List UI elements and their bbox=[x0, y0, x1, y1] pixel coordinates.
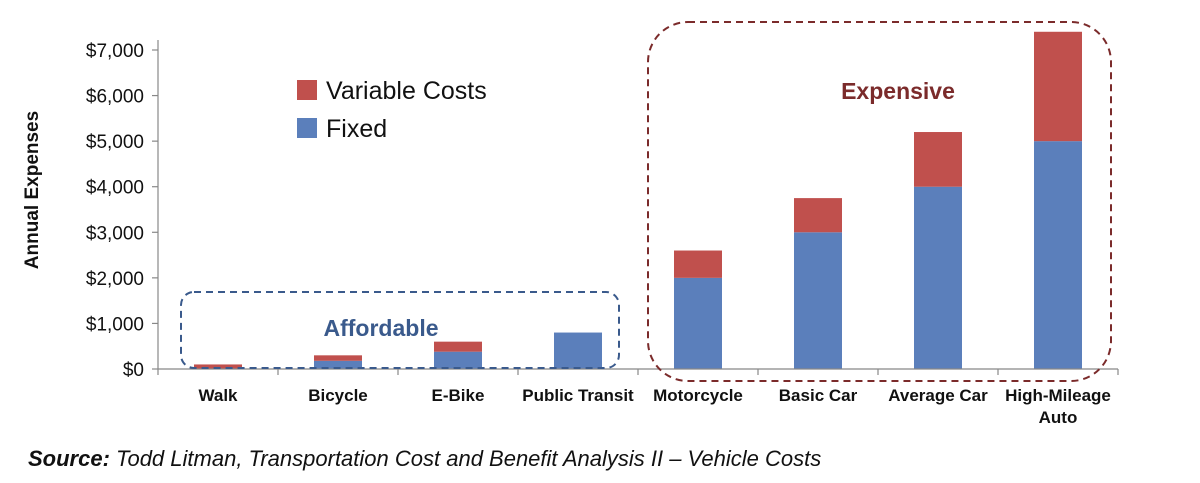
x-tick-label: Walk bbox=[198, 386, 238, 405]
legend: Variable Costs Fixed bbox=[297, 77, 487, 143]
bar-fixed bbox=[314, 360, 362, 369]
bar-fixed bbox=[1034, 141, 1082, 369]
x-tick-label: E-Bike bbox=[432, 386, 485, 405]
x-tick-label: Bicycle bbox=[308, 386, 368, 405]
bar-fixed bbox=[674, 277, 722, 369]
affordable-box bbox=[180, 291, 620, 369]
x-tick-label: High-Mileage Auto bbox=[1005, 386, 1111, 427]
bar-variable-costs bbox=[674, 250, 722, 278]
y-tick-label: $2,000 bbox=[86, 269, 144, 290]
expensive-label: Expensive bbox=[841, 78, 955, 104]
bar-fixed bbox=[914, 186, 962, 369]
x-axis: Walk Bicycle E-Bike Public Transit Motorcycl… bbox=[157, 368, 1119, 427]
y-tick-label: $0 bbox=[123, 360, 144, 381]
source-label: Source: bbox=[28, 446, 110, 471]
bar-variable-costs bbox=[914, 132, 962, 187]
y-axis-label: Annual Expenses bbox=[22, 111, 43, 269]
bar-variable-costs bbox=[434, 341, 482, 352]
y-tick-label: $1,000 bbox=[86, 314, 144, 335]
legend-label: Fixed bbox=[326, 115, 387, 143]
bar-fixed bbox=[434, 351, 482, 369]
y-tick-label: $5,000 bbox=[86, 132, 144, 153]
y-tick-label: $6,000 bbox=[86, 87, 144, 108]
y-tick-label: $7,000 bbox=[86, 41, 144, 62]
bar-variable-costs bbox=[314, 355, 362, 361]
x-tick-label: Public Transit bbox=[522, 386, 634, 405]
bar-fixed bbox=[554, 332, 602, 369]
stacked-bar-chart: $0 $1,000 $2,000 $3,000 $4,000 $5,000 $6,000 $7… bbox=[22, 21, 1119, 427]
affordable-label: Affordable bbox=[324, 315, 439, 341]
bar-variable-costs bbox=[194, 364, 242, 369]
bar-variable-costs bbox=[1034, 31, 1082, 142]
annotations: Affordable Expensive bbox=[180, 21, 1112, 382]
legend-label: Variable Costs bbox=[326, 77, 487, 105]
bars bbox=[194, 31, 1082, 369]
x-tick-label: Basic Car bbox=[779, 386, 858, 405]
bar-variable-costs bbox=[794, 198, 842, 233]
x-tick-label: Average Car bbox=[888, 386, 988, 405]
y-axis: $0 $1,000 $2,000 $3,000 $4,000 $5,000 $6,000 $7… bbox=[86, 40, 159, 381]
x-tick-label: Motorcycle bbox=[653, 386, 743, 405]
source-caption: Source: Todd Litman, Transportation Cost… bbox=[28, 446, 821, 472]
source-text: Todd Litman, Transportation Cost and Ben… bbox=[116, 446, 822, 471]
expensive-box bbox=[647, 21, 1112, 382]
bar-fixed bbox=[794, 232, 842, 369]
legend-swatch bbox=[297, 80, 317, 100]
legend-swatch bbox=[297, 118, 317, 138]
y-tick-label: $4,000 bbox=[86, 178, 144, 199]
y-tick-label: $3,000 bbox=[86, 223, 144, 244]
